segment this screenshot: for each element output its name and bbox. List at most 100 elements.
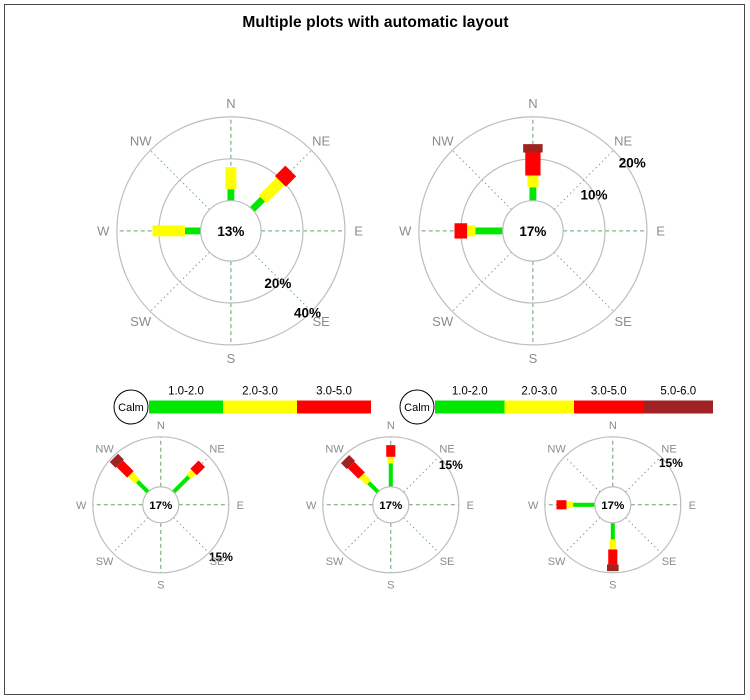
petal-segment[interactable] <box>387 456 395 464</box>
direction-label-sw: SW <box>432 314 454 329</box>
legend-top-left[interactable]: Calm 1.0-2.0 2.0-3.0 3.0-5.0 <box>113 379 381 425</box>
legend-top-right[interactable]: Calm 1.0-2.0 2.0-3.0 3.0-5.0 5.0-6.0 <box>399 379 723 425</box>
petal-segment[interactable] <box>249 196 266 213</box>
petal-segment[interactable] <box>525 152 541 176</box>
legend-band-label: 2.0-3.0 <box>242 386 278 398</box>
legend-band-label: 5.0-6.0 <box>660 386 696 398</box>
calm-legend-circle <box>399 389 435 425</box>
direction-label-e: E <box>467 500 474 512</box>
direction-label-s: S <box>387 579 394 591</box>
grid-spoke <box>403 517 440 554</box>
petal-segment[interactable] <box>607 564 619 572</box>
direction-label-w: W <box>399 224 412 239</box>
direction-label-s: S <box>227 351 236 366</box>
petal-segment[interactable] <box>467 225 476 237</box>
ring-percent-label: 20% <box>264 276 291 291</box>
petal-segment[interactable] <box>359 473 372 486</box>
petal-segment[interactable] <box>608 549 618 565</box>
petal-segment[interactable] <box>386 445 396 457</box>
petal-segment[interactable] <box>185 227 201 235</box>
figure-canvas: Multiple plots with automatic layout 13%… <box>4 4 745 695</box>
legend-band-label: 3.0-5.0 <box>316 386 352 398</box>
grid-ring <box>418 116 648 346</box>
rose-top-left[interactable]: 13% 20% 40% N NE E SE S SW W NW <box>77 77 385 385</box>
grid-spoke <box>564 517 601 554</box>
grid-spoke <box>112 517 149 554</box>
legend-band-swatch[interactable] <box>149 400 223 414</box>
ring-percent-label: 15% <box>439 458 463 472</box>
direction-label-e: E <box>354 224 363 239</box>
petal-segment[interactable] <box>109 453 125 469</box>
petal-segment[interactable] <box>136 480 150 494</box>
direction-label-nw: NW <box>96 444 115 456</box>
calm-circle <box>200 200 262 262</box>
direction-label-se: SE <box>615 314 633 329</box>
direction-label-w: W <box>97 224 110 239</box>
grid-spoke <box>625 456 662 493</box>
legend-band-label: 2.0-3.0 <box>521 386 557 398</box>
figure-title: Multiple plots with automatic layout <box>242 14 509 31</box>
direction-label-w: W <box>528 500 539 512</box>
petal-segment[interactable] <box>367 481 380 494</box>
legend-band-label: 1.0-2.0 <box>452 386 488 398</box>
direction-label-n: N <box>387 420 395 432</box>
grid-ring <box>544 436 682 574</box>
direction-label-e: E <box>237 500 244 512</box>
petal-segment[interactable] <box>529 187 537 201</box>
calm-percent-label: 17% <box>519 224 546 239</box>
petal-segment[interactable] <box>566 501 574 509</box>
direction-label-ne: NE <box>614 133 632 148</box>
petal-segment[interactable] <box>610 523 616 540</box>
calm-legend-label: Calm <box>118 402 144 414</box>
petal-segment[interactable] <box>258 177 285 204</box>
petal-segment[interactable] <box>609 539 617 550</box>
petal-segment[interactable] <box>225 167 237 190</box>
legend-band-swatch[interactable] <box>643 400 714 414</box>
petal-segment[interactable] <box>172 475 191 494</box>
petal-segment[interactable] <box>275 165 297 187</box>
legend-band-swatch[interactable] <box>574 400 644 414</box>
petal-segment[interactable] <box>523 144 543 153</box>
legend-band-swatch[interactable] <box>297 400 371 414</box>
direction-label-sw: SW <box>96 556 114 568</box>
petal-segment[interactable] <box>527 175 539 188</box>
petal-segment[interactable] <box>128 472 140 484</box>
calm-percent-label: 17% <box>149 500 172 512</box>
petal-segment[interactable] <box>556 500 567 510</box>
legend-band-swatch[interactable] <box>435 400 505 414</box>
direction-label-ne: NE <box>210 444 225 456</box>
petal-segment[interactable] <box>388 463 394 487</box>
calm-percent-label: 17% <box>601 500 624 512</box>
calm-legend-label: Calm <box>404 402 430 414</box>
rose-bottom-left[interactable]: 17% 15% N NE E SE S SW W NW <box>69 413 253 597</box>
rose-bottom-middle[interactable]: 17% 15% N NE E SE S SW W NW <box>299 413 483 597</box>
petal-segment[interactable] <box>573 502 595 508</box>
petal-segment[interactable] <box>347 461 365 479</box>
direction-label-nw: NW <box>130 133 152 148</box>
direction-label-w: W <box>76 500 87 512</box>
legend-band-swatch[interactable] <box>504 400 575 414</box>
direction-label-s: S <box>609 579 616 591</box>
petal-segment[interactable] <box>152 225 186 237</box>
direction-label-w: W <box>306 500 317 512</box>
petal-segment[interactable] <box>341 455 356 470</box>
direction-label-nw: NW <box>548 444 567 456</box>
petal-segment[interactable] <box>186 469 197 480</box>
grid-spoke <box>342 517 379 554</box>
petal-segment[interactable] <box>116 460 134 478</box>
ring-percent-label: 20% <box>619 156 646 171</box>
direction-label-e: E <box>689 500 696 512</box>
direction-label-ne: NE <box>440 444 455 456</box>
petal-segment[interactable] <box>454 223 468 239</box>
legend-band-swatch[interactable] <box>223 400 297 414</box>
grid-ring <box>116 116 346 346</box>
rose-bottom-right[interactable]: 17% 15% N NE E SE S SW W NW <box>521 413 705 597</box>
rose-top-right[interactable]: 17% 10% 20% N NE E SE S SW W NW <box>379 77 687 385</box>
direction-label-nw: NW <box>432 133 454 148</box>
petal-segment[interactable] <box>475 227 503 235</box>
direction-label-sw: SW <box>326 556 344 568</box>
direction-label-se: SE <box>313 314 331 329</box>
grid-ring <box>92 436 230 574</box>
petal-segment[interactable] <box>227 189 235 201</box>
petal-segment[interactable] <box>190 460 206 476</box>
